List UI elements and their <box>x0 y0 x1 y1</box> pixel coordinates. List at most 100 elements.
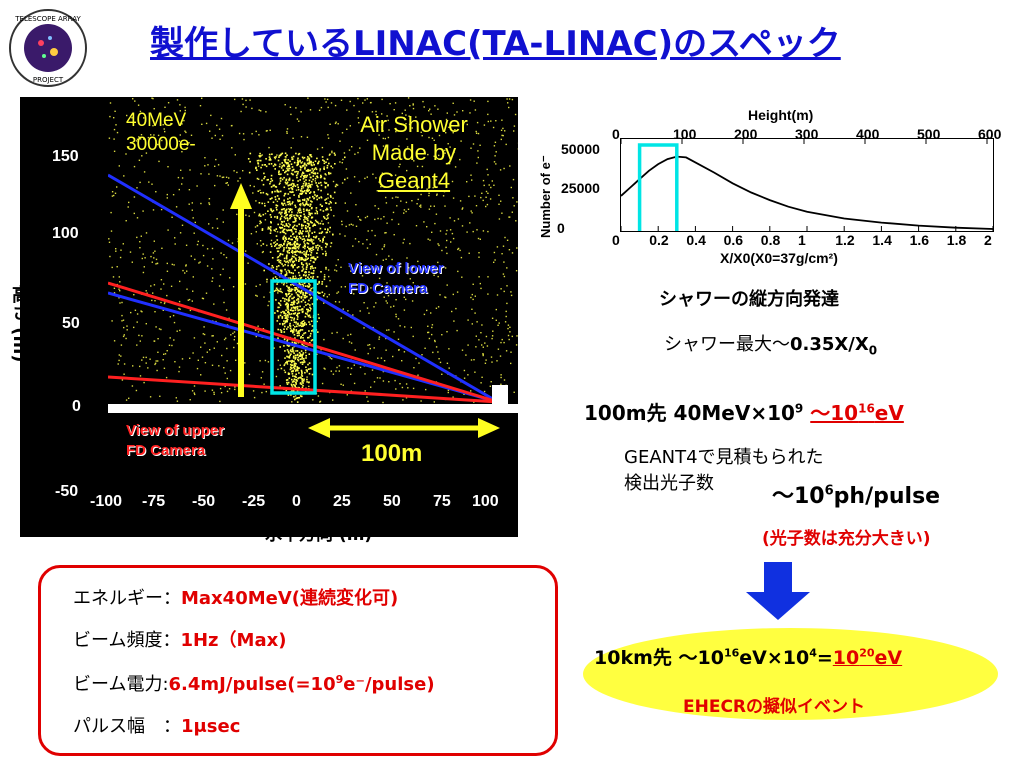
camera-marker <box>492 385 508 404</box>
photon-note: (光子数は充分大きい) <box>762 529 931 549</box>
chart-x-label: X/X0(X0=37g/cm²) <box>720 250 838 266</box>
chart-x-tick-label: 0.4 <box>686 232 706 248</box>
geant-estimate: GEANT4で見積もられた 検出光子数 <box>624 445 824 497</box>
x-axis-label: 水平方向 (m) <box>265 525 373 545</box>
y-axis-label: 高さ (m) <box>9 285 30 363</box>
shower-profile-chart <box>620 138 994 232</box>
x-tick: -50 <box>192 493 216 510</box>
lower-camera-line1: View of lower <box>348 260 444 277</box>
chart-top-ticks: 0 100 200 300 400 500 600 <box>612 126 1001 142</box>
y-tick: 0 <box>72 398 81 415</box>
energy-line-sup: 9 <box>794 401 804 416</box>
shower-max-prefix: シャワー最大～ <box>664 334 790 355</box>
y-tick: -50 <box>55 483 79 500</box>
lower-camera-label: View of lower FD Camera <box>348 259 444 299</box>
x-tick: -25 <box>242 493 266 510</box>
down-arrow-icon <box>746 562 810 620</box>
chart-y-label: Number of e⁻ <box>538 155 553 238</box>
chart-y-tick: 0 <box>557 220 565 236</box>
shower-max-value: 0.35X/X <box>790 334 869 355</box>
chart-x-tick-label: 0.6 <box>723 232 744 248</box>
page-title: 製作しているLINAC(TA-LINAC)のスペック <box>150 24 841 64</box>
lower-camera-line2: FD Camera <box>348 280 428 297</box>
distance-arrow-right <box>478 418 500 438</box>
upper-view-line-top <box>108 281 499 404</box>
chart-top-title: Height(m) <box>748 107 814 123</box>
linac-spec-box: エネルギー：Max40MeV(連続変化可) ビーム頻度：1Hz（Max) ビーム… <box>38 565 558 756</box>
upper-camera-line2: FD Camera <box>126 442 206 459</box>
distance-arrow-left <box>308 418 330 438</box>
chart-x-tick-label: 1.4 <box>872 232 892 248</box>
chart-top-tick-label: 300 <box>795 126 819 142</box>
x-tick: 50 <box>383 493 401 510</box>
upper-camera-label: View of upper FD Camera <box>126 421 224 461</box>
chart-x-tick-label: 0.2 <box>649 232 669 248</box>
chart-top-tick-label: 600 <box>978 126 1002 142</box>
distance-label: 100m <box>361 440 423 467</box>
shower-max-sub: 0 <box>868 343 878 358</box>
energy-line-prefix: 100m先 40MeV×10 <box>584 401 795 425</box>
beam-arrow-head <box>230 183 252 209</box>
x-tick: 75 <box>433 493 451 510</box>
ground-line <box>108 404 518 413</box>
x-tick: -75 <box>142 493 166 510</box>
shower-caption: シャワーの縦方向発達 <box>659 289 839 310</box>
lower-view-line-bottom <box>108 291 499 404</box>
shower-particles <box>108 97 518 404</box>
beam-electrons: 30000e- <box>126 134 196 155</box>
y-tick: 100 <box>52 225 79 242</box>
chart-bottom-ticks: 0 0.2 0.4 0.6 0.8 1 1.2 1.4 1.6 1.8 2 <box>612 232 992 248</box>
geant-line2: 検出光子数 <box>624 473 714 494</box>
shower-simulation-panel: 40MeV 30000e- Air Shower Made by Geant4 … <box>108 97 518 438</box>
chart-top-tick-label: 500 <box>917 126 941 142</box>
upper-view-line-bottom <box>108 375 499 404</box>
spec-energy: エネルギー：Max40MeV(連続変化可) <box>73 588 399 609</box>
upper-camera-line1: View of upper <box>126 422 225 439</box>
chart-y-tick: 50000 <box>561 141 600 157</box>
air-shower-line2: Made by <box>371 140 457 165</box>
x-tick: -100 <box>90 493 123 510</box>
x-tick: 100 <box>472 493 499 510</box>
telescope-array-logo: TELESCOPE ARRAY PROJECT <box>8 8 88 88</box>
chart-highlight-box <box>637 143 679 231</box>
chart-y-tick: 25000 <box>561 180 600 196</box>
chart-x-tick-label: 1.8 <box>946 232 967 248</box>
energy-result: ～1016eV <box>810 401 904 425</box>
air-shower-label: Air Shower Made by Geant4 <box>346 111 482 195</box>
result-label: EHECRの擬似イベント <box>683 697 866 717</box>
geant-line1: GEANT4で見積もられた <box>624 447 824 468</box>
x-tick: 0 <box>292 493 301 510</box>
shower-max: シャワー最大～0.35X/X0 <box>664 330 877 358</box>
chart-top-tick-label: 0 <box>612 126 620 142</box>
logo-text-bottom: PROJECT <box>33 76 64 84</box>
chart-x-tick-label: 1.2 <box>835 232 855 248</box>
air-shower-line1: Air Shower <box>360 112 468 137</box>
chart-top-tick-label: 200 <box>734 126 758 142</box>
y-tick: 50 <box>62 315 80 332</box>
spec-pulse-width: パルス幅 ：1μsec <box>73 716 241 737</box>
result-highlight <box>583 628 998 720</box>
cyan-view-box <box>270 279 317 395</box>
result-line: 10km先 ～1016eV×104=1020eV <box>594 646 903 669</box>
beam-energy: 40MeV <box>126 110 187 131</box>
x-tick: 25 <box>333 493 351 510</box>
chart-top-tick-label: 100 <box>673 126 697 142</box>
spec-power: ビーム電力:6.4mJ/pulse(=109e⁻/pulse) <box>73 673 435 695</box>
sim-left-margin <box>20 97 108 407</box>
chart-x-tick-label: 0.8 <box>760 232 781 248</box>
spec-frequency: ビーム頻度：1Hz（Max) <box>73 630 287 651</box>
air-shower-line3: Geant4 <box>377 168 451 193</box>
energy-line: 100m先 40MeV×109 ～1016eV <box>584 397 904 426</box>
chart-x-tick-label: 2 <box>984 232 992 248</box>
y-tick: 150 <box>52 148 79 165</box>
chart-x-tick-label: 0 <box>612 232 620 248</box>
lower-view-line-top <box>108 173 499 404</box>
chart-x-tick-label: 1.6 <box>909 232 930 248</box>
chart-x-tick-label: 1 <box>798 232 806 248</box>
chart-top-tick-label: 400 <box>856 126 880 142</box>
photon-count: ～106ph/pulse <box>772 483 941 509</box>
beam-params: 40MeV 30000e- <box>126 109 196 157</box>
result-value: 1020eV <box>832 646 903 669</box>
shower-profile-line <box>621 155 993 230</box>
logo-text-top: TELESCOPE ARRAY <box>14 15 81 23</box>
